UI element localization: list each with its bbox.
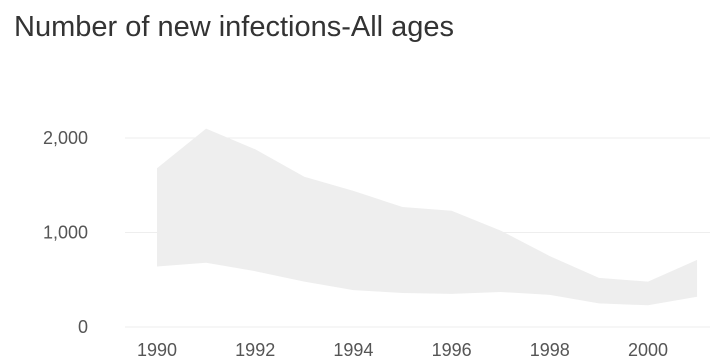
x-tick-label-5: 2000 (628, 340, 668, 360)
y-tick-label-0: 0 (78, 317, 88, 337)
chart-title: Number of new infections-All ages (14, 11, 455, 43)
x-tick-label-3: 1996 (432, 340, 472, 360)
y-tick-label-1: 1,000 (43, 223, 88, 243)
x-tick-label-4: 1998 (530, 340, 570, 360)
x-tick-label-2: 1994 (333, 340, 373, 360)
y-tick-label-2: 2,000 (43, 128, 88, 148)
x-tick-label-1: 1992 (235, 340, 275, 360)
uncertainty-band-area (157, 128, 698, 306)
x-tick-label-0: 1990 (137, 340, 177, 360)
